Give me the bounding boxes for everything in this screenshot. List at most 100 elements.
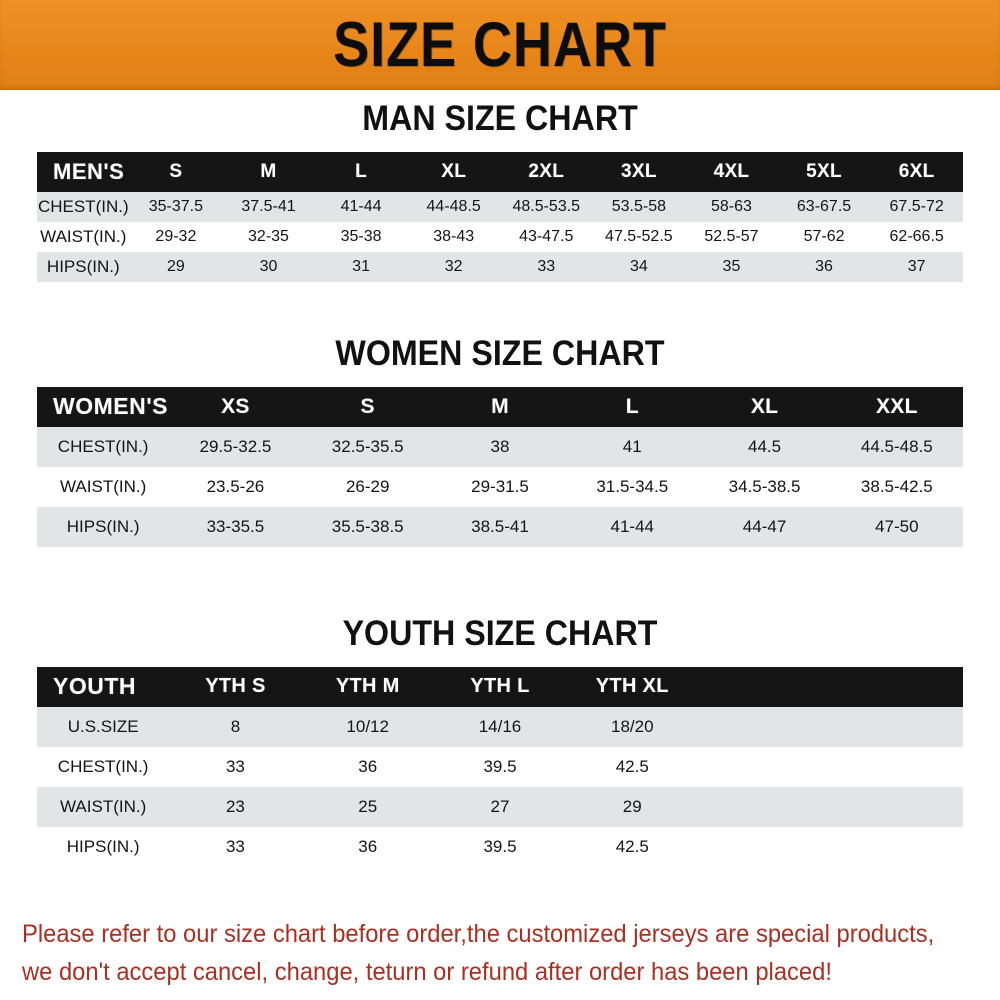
banner-title: SIZE CHART: [333, 9, 667, 80]
footer-line-1: Please refer to our size chart before or…: [22, 920, 935, 948]
col-header-l: L: [625, 394, 639, 418]
cell-waist-xl: 38-43: [433, 227, 475, 245]
cell-chest-xl: 44.5: [748, 436, 782, 456]
table-women-head: WOMEN'S XS S M L XL XXL: [37, 386, 963, 427]
table-row: U.S.SIZE 8 10/12 14/16 18/20: [37, 706, 963, 747]
col-header-3xl: 3XL: [620, 160, 657, 182]
col-header-m: M: [491, 394, 509, 418]
col-header-xl: XL: [750, 394, 779, 418]
section-youth: YOUTH SIZE CHART YOUTH YTH S YTH M YTH L…: [0, 610, 1000, 867]
row-label-us-size: U.S.SIZE: [67, 716, 139, 736]
col-header-5xl: 5XL: [806, 160, 842, 182]
cell-hips-m: 38.5-41: [471, 516, 529, 536]
section-title-women: WOMEN SIZE CHART: [335, 334, 665, 373]
cell-hips-l: 41-44: [610, 516, 654, 536]
col-header-yth-m: YTH M: [335, 675, 400, 698]
col-header-l: L: [355, 160, 368, 182]
col-header-xxl: XXL: [875, 394, 918, 418]
table-man-header-label: MEN'S: [53, 158, 125, 184]
section-man: MAN SIZE CHART MEN'S S M L XL 2XL 3XL 4X…: [0, 95, 1000, 282]
cell-spacer-1: [698, 707, 830, 747]
row-label-chest: CHEST(IN.): [57, 436, 149, 456]
table-youth-head: YOUTH YTH S YTH M YTH L YTH XL: [37, 666, 963, 707]
col-header-yth-xl: YTH XL: [595, 675, 669, 698]
cell-us-size-yth-m: 10/12: [346, 716, 389, 736]
cell-hips-6xl: 37: [907, 257, 926, 275]
row-label-waist: WAIST(IN.): [60, 476, 147, 496]
cell-spacer-2: [831, 827, 963, 867]
table-women-size: WOMEN'S XS S M L XL XXL CHEST(IN.) 29.5-…: [37, 386, 963, 547]
cell-hips-xl: 32: [444, 257, 463, 275]
cell-chest-yth-l: 39.5: [483, 756, 517, 776]
table-row: CHEST(IN.) 35-37.5 37.5-41 41-44 44-48.5…: [37, 191, 963, 222]
cell-chest-4xl: 58-63: [710, 197, 752, 215]
col-header-spacer-2: [831, 667, 963, 707]
cell-hips-xs: 33-35.5: [206, 516, 265, 536]
cell-spacer-1: [698, 747, 830, 787]
row-label-waist: WAIST(IN.): [60, 796, 147, 816]
cell-chest-l: 41-44: [340, 197, 382, 215]
cell-chest-m: 37.5-41: [241, 197, 296, 215]
table-man-body: CHEST(IN.) 35-37.5 37.5-41 41-44 44-48.5…: [37, 191, 963, 282]
cell-hips-4xl: 35: [722, 257, 741, 275]
cell-hips-yth-s: 33: [225, 836, 245, 856]
section-women: WOMEN SIZE CHART WOMEN'S XS S M L XL XXL…: [0, 330, 1000, 547]
cell-spacer-1: [698, 787, 830, 827]
table-row: WAIST(IN.) 23 25 27 29: [37, 786, 963, 827]
cell-spacer-1: [698, 827, 830, 867]
table-header-row: WOMEN'S XS S M L XL XXL: [37, 386, 963, 427]
footer-disclaimer: Please refer to our size chart before or…: [0, 915, 1000, 991]
cell-hips-yth-xl: 42.5: [615, 836, 649, 856]
cell-hips-3xl: 34: [629, 257, 648, 275]
table-row: WAIST(IN.) 29-32 32-35 35-38 38-43 43-47…: [37, 221, 963, 252]
cell-waist-m: 32-35: [248, 227, 289, 245]
table-youth-size: YOUTH YTH S YTH M YTH L YTH XL U.S.SIZE …: [37, 666, 963, 867]
row-label-chest: CHEST(IN.): [37, 196, 129, 216]
table-row: HIPS(IN.) 33 36 39.5 42.5: [37, 826, 963, 867]
cell-waist-s: 29-32: [155, 227, 197, 245]
cell-spacer-2: [831, 707, 963, 747]
table-row: HIPS(IN.) 33-35.5 35.5-38.5 38.5-41 41-4…: [37, 506, 963, 547]
col-header-6xl: 6XL: [898, 160, 935, 182]
table-man-size: MEN'S S M L XL 2XL 3XL 4XL 5XL 6XL CHEST…: [37, 151, 963, 282]
section-title-man: MAN SIZE CHART: [362, 99, 638, 138]
table-man-head: MEN'S S M L XL 2XL 3XL 4XL 5XL 6XL: [37, 151, 963, 192]
cell-waist-6xl: 62-66.5: [889, 227, 944, 245]
table-row: HIPS(IN.) 29 30 31 32 33 34 35 36 37: [37, 251, 963, 282]
col-header-m: M: [260, 160, 277, 182]
section-title-youth: YOUTH SIZE CHART: [342, 614, 658, 653]
cell-chest-yth-m: 36: [358, 756, 378, 776]
col-header-s: S: [169, 160, 183, 182]
table-row: CHEST(IN.) 33 36 39.5 42.5: [37, 746, 963, 787]
cell-chest-m: 38: [490, 436, 510, 456]
row-label-hips: HIPS(IN.): [66, 516, 140, 536]
cell-hips-yth-l: 39.5: [483, 836, 517, 856]
col-header-xs: XS: [221, 394, 250, 418]
cell-chest-xxl: 44.5-48.5: [860, 436, 933, 456]
cell-waist-xs: 23.5-26: [206, 476, 265, 496]
cell-chest-xl: 44-48.5: [426, 197, 481, 215]
cell-hips-l: 31: [352, 257, 370, 275]
cell-waist-5xl: 57-62: [803, 227, 845, 245]
cell-spacer-2: [831, 787, 963, 827]
cell-chest-s: 32.5-35.5: [331, 436, 404, 456]
cell-hips-xl: 44-47: [742, 516, 787, 536]
cell-hips-xxl: 47-50: [875, 516, 919, 536]
cell-waist-yth-l: 27: [490, 796, 510, 816]
cell-waist-3xl: 47.5-52.5: [605, 227, 673, 245]
cell-chest-2xl: 48.5-53.5: [512, 197, 581, 215]
col-header-xl: XL: [441, 160, 467, 182]
col-header-yth-s: YTH S: [205, 675, 266, 698]
cell-chest-6xl: 67.5-72: [889, 197, 944, 215]
cell-hips-s: 35.5-38.5: [331, 516, 404, 536]
table-row: CHEST(IN.) 29.5-32.5 32.5-35.5 38 41 44.…: [37, 426, 963, 467]
cell-chest-yth-xl: 42.5: [615, 756, 649, 776]
table-women-body: CHEST(IN.) 29.5-32.5 32.5-35.5 38 41 44.…: [37, 426, 963, 547]
cell-waist-4xl: 52.5-57: [704, 227, 759, 245]
footer-line-2: we don't accept cancel, change, teturn o…: [22, 958, 832, 986]
table-youth-body: U.S.SIZE 8 10/12 14/16 18/20 CHEST(IN.) …: [37, 706, 963, 867]
cell-chest-s: 35-37.5: [148, 197, 204, 215]
cell-chest-l: 41: [622, 436, 642, 456]
col-header-spacer-1: [698, 667, 830, 707]
col-header-s: S: [360, 394, 375, 418]
